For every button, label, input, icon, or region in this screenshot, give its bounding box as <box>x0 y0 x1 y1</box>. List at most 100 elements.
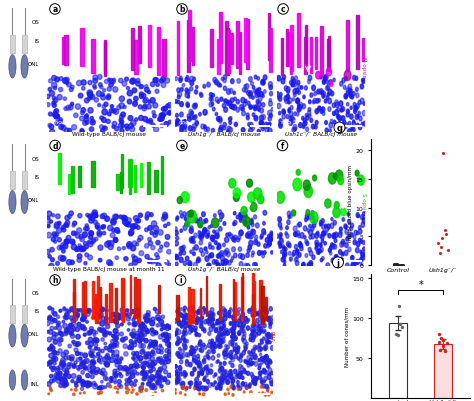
Circle shape <box>206 370 210 375</box>
Circle shape <box>83 366 87 369</box>
Circle shape <box>210 253 214 258</box>
Circle shape <box>79 365 83 369</box>
Circle shape <box>353 121 355 124</box>
Circle shape <box>132 386 133 388</box>
Circle shape <box>143 99 147 104</box>
Circle shape <box>338 232 342 238</box>
Circle shape <box>74 348 78 352</box>
Circle shape <box>151 246 155 250</box>
Circle shape <box>357 115 359 118</box>
Circle shape <box>261 378 263 381</box>
Circle shape <box>225 351 228 356</box>
Circle shape <box>155 231 158 235</box>
Circle shape <box>269 322 271 325</box>
Circle shape <box>267 340 270 344</box>
Circle shape <box>241 107 244 111</box>
Circle shape <box>199 340 201 343</box>
Circle shape <box>264 232 266 235</box>
Circle shape <box>329 80 332 85</box>
Circle shape <box>88 215 91 219</box>
Circle shape <box>212 343 216 347</box>
Circle shape <box>232 237 236 242</box>
Circle shape <box>215 231 219 235</box>
Circle shape <box>238 308 241 312</box>
Bar <box>206 276 207 316</box>
Circle shape <box>309 263 312 268</box>
Circle shape <box>93 87 96 90</box>
Circle shape <box>144 339 148 343</box>
Circle shape <box>220 379 224 383</box>
Circle shape <box>107 322 109 325</box>
Bar <box>134 41 138 75</box>
Circle shape <box>269 360 272 364</box>
Circle shape <box>93 384 98 389</box>
Circle shape <box>312 222 315 225</box>
Circle shape <box>216 361 218 364</box>
Circle shape <box>202 359 206 364</box>
Circle shape <box>109 317 114 322</box>
Circle shape <box>333 221 337 225</box>
Circle shape <box>268 393 270 396</box>
Circle shape <box>183 306 186 310</box>
Circle shape <box>187 213 190 217</box>
Circle shape <box>298 223 301 227</box>
Circle shape <box>114 386 117 389</box>
Circle shape <box>73 114 78 118</box>
Circle shape <box>189 363 192 367</box>
Circle shape <box>289 117 292 122</box>
Circle shape <box>198 318 201 321</box>
Circle shape <box>161 389 164 392</box>
Circle shape <box>332 104 335 108</box>
Circle shape <box>211 383 213 385</box>
Text: PNA: PNA <box>269 330 274 341</box>
Circle shape <box>71 86 74 89</box>
Circle shape <box>149 369 152 373</box>
Circle shape <box>210 346 212 348</box>
Circle shape <box>315 121 318 125</box>
Circle shape <box>279 124 283 129</box>
Circle shape <box>318 249 320 253</box>
Circle shape <box>298 105 302 111</box>
Circle shape <box>247 102 250 106</box>
Circle shape <box>236 351 238 354</box>
Circle shape <box>174 231 178 236</box>
Circle shape <box>301 263 305 268</box>
Circle shape <box>163 213 167 218</box>
Circle shape <box>237 381 239 384</box>
Text: OS: OS <box>32 290 39 296</box>
Point <box>390 261 397 268</box>
Circle shape <box>200 319 203 323</box>
Circle shape <box>76 358 80 362</box>
Circle shape <box>237 385 239 387</box>
Circle shape <box>134 97 138 102</box>
Circle shape <box>197 387 200 390</box>
Circle shape <box>93 79 98 84</box>
Circle shape <box>88 242 93 247</box>
Circle shape <box>111 80 115 85</box>
Circle shape <box>261 81 264 86</box>
Circle shape <box>294 128 296 132</box>
Circle shape <box>286 241 290 247</box>
Circle shape <box>123 344 128 348</box>
Circle shape <box>109 345 112 348</box>
Circle shape <box>156 349 161 354</box>
Circle shape <box>261 382 263 385</box>
Circle shape <box>212 318 214 321</box>
Circle shape <box>92 330 96 334</box>
Circle shape <box>80 246 85 251</box>
Circle shape <box>95 331 98 334</box>
Circle shape <box>253 322 255 326</box>
Circle shape <box>145 371 148 375</box>
Circle shape <box>264 356 266 359</box>
Circle shape <box>91 341 94 344</box>
Circle shape <box>278 97 280 100</box>
Circle shape <box>360 85 364 90</box>
Bar <box>217 40 220 75</box>
Circle shape <box>305 114 308 118</box>
Circle shape <box>173 319 177 324</box>
Circle shape <box>55 215 60 219</box>
Circle shape <box>208 332 211 336</box>
Circle shape <box>100 391 102 394</box>
Circle shape <box>164 370 167 374</box>
Circle shape <box>188 126 192 132</box>
